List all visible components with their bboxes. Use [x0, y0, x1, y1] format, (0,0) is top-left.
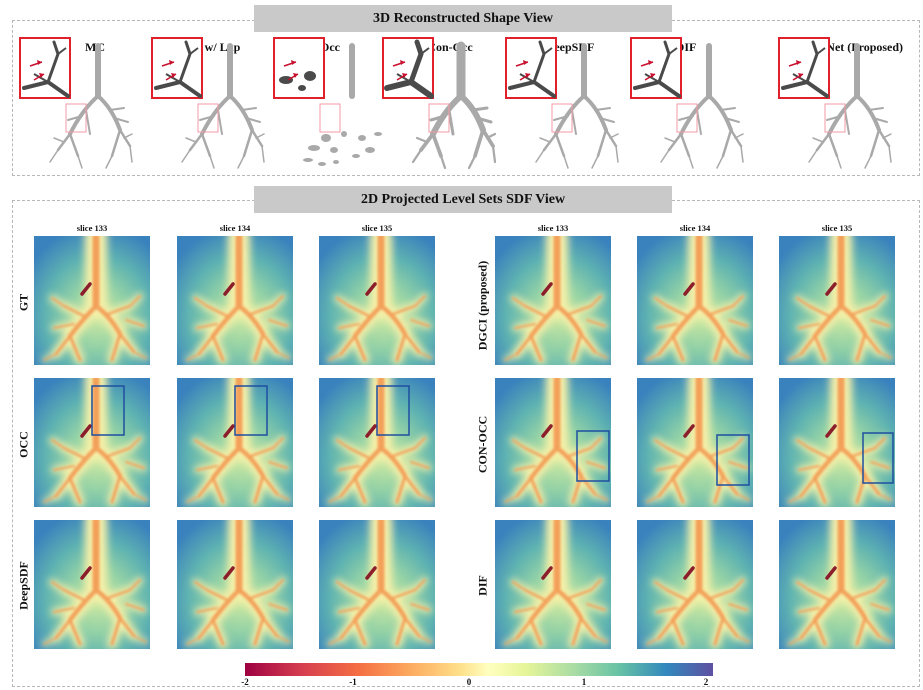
- row-label-deepsdf: DeepSDF: [16, 561, 31, 610]
- row-label-gt: GT: [16, 293, 31, 312]
- sdf-con-occ-slice-133: [495, 378, 611, 507]
- shape-dif: [630, 37, 744, 173]
- sdf-deepsdf-slice-135: [319, 520, 435, 649]
- colorbar-tick-neg2: -2: [241, 677, 249, 687]
- sdf-deepsdf-slice-134: [177, 520, 293, 649]
- slice-title-right-135: slice 135: [821, 223, 853, 233]
- shape-mc: [19, 37, 133, 173]
- sdf-con-occ-slice-134: [637, 378, 753, 507]
- shape-con-occ: [382, 37, 497, 173]
- shape-mc-lap: [151, 37, 265, 173]
- sdf-gt-slice-134: [177, 236, 293, 365]
- shape-deepsdf: [505, 37, 619, 173]
- row-label-dgci: DGCI (proposed): [475, 260, 490, 351]
- sdf-con-occ-slice-135: [779, 378, 895, 507]
- row-label-con-occ: CON-OCC: [475, 415, 490, 474]
- slice-title-left-133: slice 133: [76, 223, 108, 233]
- colorbar: [245, 663, 713, 676]
- sdf-occ-slice-134: [177, 378, 293, 507]
- sdf-view-banner: 2D Projected Level Sets SDF View: [254, 186, 672, 213]
- row-label-dif: DIF: [475, 575, 490, 596]
- slice-title-left-134: slice 134: [219, 223, 251, 233]
- sdf-dif-slice-134: [637, 520, 753, 649]
- slice-title-right-133: slice 133: [537, 223, 569, 233]
- colorbar-tick-0: 0: [466, 677, 472, 687]
- sdf-dif-slice-133: [495, 520, 611, 649]
- slice-title-right-134: slice 134: [679, 223, 711, 233]
- sdf-dgci-slice-135: [779, 236, 895, 365]
- sdf-occ-slice-133: [34, 378, 150, 507]
- sdf-dgci-slice-134: [637, 236, 753, 365]
- sdf-gt-slice-133: [34, 236, 150, 365]
- row-label-occ: OCC: [16, 431, 31, 458]
- shape-view-banner: 3D Reconstructed Shape View: [254, 5, 672, 32]
- sdf-occ-slice-135: [319, 378, 435, 507]
- colorbar-tick-2: 2: [703, 677, 709, 687]
- colorbar-tick-neg1: -1: [349, 677, 357, 687]
- sdf-dif-slice-135: [779, 520, 895, 649]
- sdf-gt-slice-135: [319, 236, 435, 365]
- sdf-deepsdf-slice-133: [34, 520, 150, 649]
- shape-dgcinet: [778, 37, 892, 173]
- sdf-dgci-slice-133: [495, 236, 611, 365]
- slice-title-left-135: slice 135: [361, 223, 393, 233]
- colorbar-tick-1: 1: [581, 677, 587, 687]
- shape-occ: [273, 37, 386, 173]
